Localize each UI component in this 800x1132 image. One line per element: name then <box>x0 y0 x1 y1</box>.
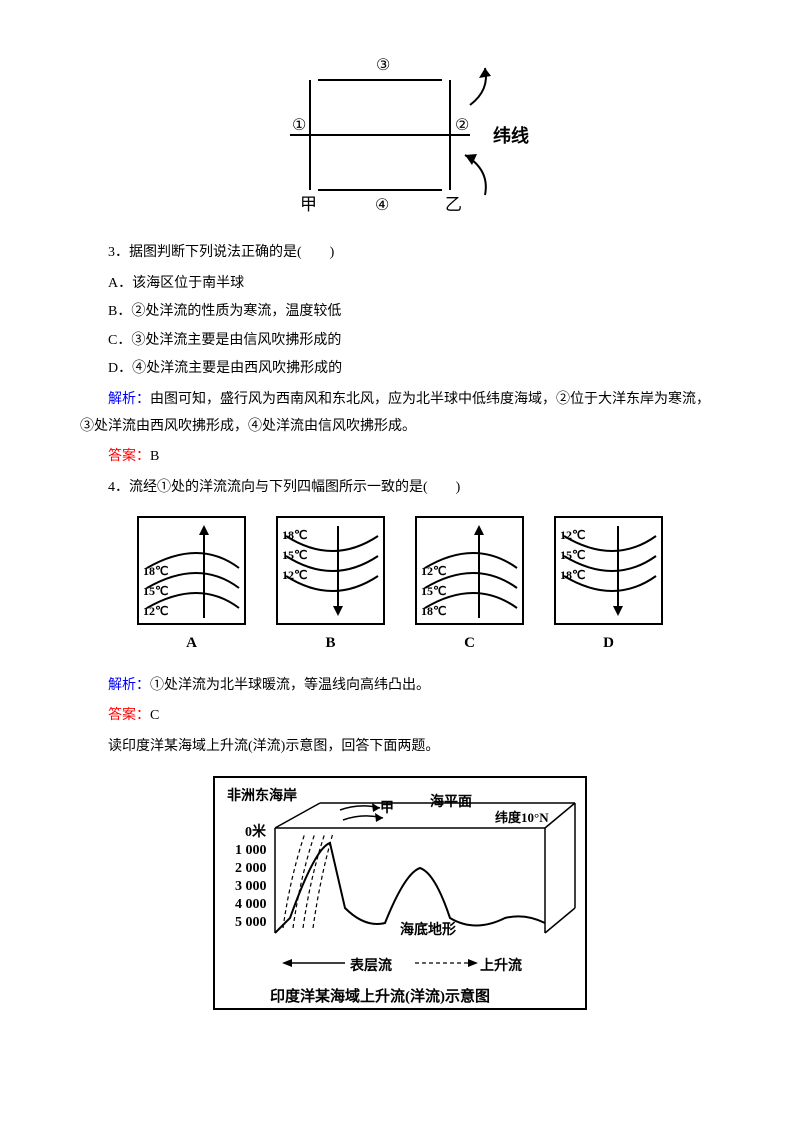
q3-opt-c: C．③处洋流主要是由信风吹拂形成的 <box>80 328 720 355</box>
q4-analysis-text: ①处洋流为北半球暖流，等温线向高纬凸出。 <box>150 678 430 693</box>
analysis-label: 解析： <box>108 392 150 407</box>
panel-c-label: C <box>464 629 475 658</box>
d3-jia: 甲 <box>380 796 394 823</box>
d3-seabed: 海底地形 <box>400 918 456 945</box>
label-circle-4: ④ <box>375 197 389 214</box>
q3-opt-a: A．该海区位于南半球 <box>80 271 720 298</box>
panel-c-t3: 18℃ <box>421 600 446 623</box>
analysis-label: 解析： <box>108 678 150 693</box>
q4-answer-text: C <box>150 708 159 723</box>
label-latline: 纬线 <box>493 125 529 146</box>
d3-sealevel: 海平面 <box>430 790 472 817</box>
panel-d-label: D <box>603 629 614 658</box>
q3-stem: 3．据图判断下列说法正确的是( ) <box>80 240 720 267</box>
answer-label: 答案： <box>108 708 150 723</box>
label-circle-3: ③ <box>376 57 390 74</box>
panel-d: 12℃ 15℃ 18℃ D <box>554 516 663 658</box>
four-panels: 18℃ 15℃ 12℃ A 18℃ 15℃ 12℃ B <box>80 516 720 658</box>
q4-answer: 答案：C <box>80 703 720 730</box>
diagram-ocean-circulation: ③ ① ② ④ 甲 乙 纬线 <box>80 50 720 220</box>
q3-analysis: 解析：由图可知，盛行风为西南风和东北风，应为北半球中低纬度海域，②位于大洋东岸为… <box>80 387 720 440</box>
label-jia: 甲 <box>300 195 317 214</box>
d3-depth-5: 5 000 <box>235 910 267 937</box>
q4-analysis: 解析：①处洋流为北半球暖流，等温线向高纬凸出。 <box>80 673 720 700</box>
q4-stem: 4．流经①处的洋流流向与下列四幅图所示一致的是( ) <box>80 475 720 502</box>
d3-left-title: 非洲东海岸 <box>227 784 297 811</box>
panel-c: 12℃ 15℃ 18℃ C <box>415 516 524 658</box>
d3-legend-up: 上升流 <box>480 954 522 981</box>
q3-opt-d: D．④处洋流主要是由西风吹拂形成的 <box>80 356 720 383</box>
diagram-upwelling: 非洲东海岸 甲 海平面 纬度10°N 0米 1 000 2 000 3 000 … <box>80 776 720 1010</box>
q3-analysis-text: 由图可知，盛行风为西南风和东北风，应为北半球中低纬度海域，②位于大洋东岸为寒流，… <box>80 392 710 434</box>
q3-answer: 答案：B <box>80 444 720 471</box>
panel-a-t3: 12℃ <box>143 600 168 623</box>
d3-lat: 纬度10°N <box>495 806 549 831</box>
panel-b-t3: 12℃ <box>282 564 307 587</box>
panel-a-label: A <box>186 629 197 658</box>
label-circle-1: ① <box>292 117 306 134</box>
answer-label: 答案： <box>108 449 150 464</box>
d3-legend-surface: 表层流 <box>350 954 392 981</box>
panel-a: 18℃ 15℃ 12℃ A <box>137 516 246 658</box>
panel-d-t3: 18℃ <box>560 564 585 587</box>
q3-opt-b: B．②处洋流的性质为寒流，温度较低 <box>80 299 720 326</box>
intro-diagram3: 读印度洋某海域上升流(洋流)示意图，回答下面两题。 <box>80 734 720 761</box>
label-circle-2: ② <box>455 117 469 134</box>
panel-b-label: B <box>325 629 335 658</box>
label-yi: 乙 <box>445 195 462 214</box>
d3-caption: 印度洋某海域上升流(洋流)示意图 <box>270 983 490 1012</box>
panel-b: 18℃ 15℃ 12℃ B <box>276 516 385 658</box>
q3-answer-text: B <box>150 449 159 464</box>
